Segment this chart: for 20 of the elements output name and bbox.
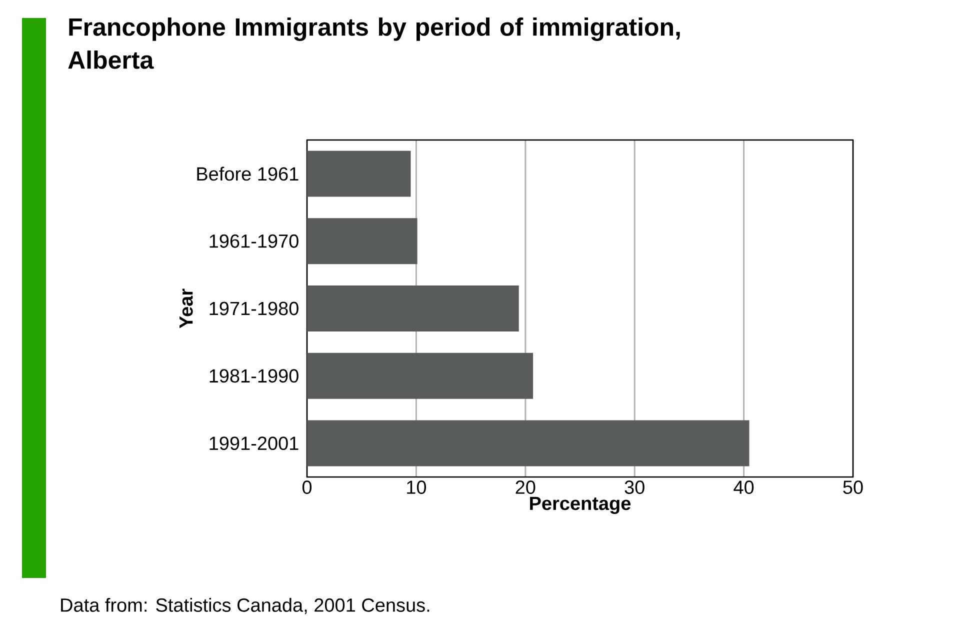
y-tick-label: 1971-1980 xyxy=(210,302,298,316)
x-tick-label: 0 xyxy=(302,480,312,494)
y-tick-label: 1961-1970 xyxy=(210,234,298,248)
x-tick-label: 20 xyxy=(516,480,536,494)
y-tick-label: 1991-2001 xyxy=(210,436,298,450)
bar xyxy=(307,286,519,332)
chart-title: Francophone Immigrants by period of immigration, Alberta xyxy=(68,18,680,69)
bar xyxy=(307,352,534,399)
x-tick-label: 30 xyxy=(624,480,644,494)
x-tick-label: 10 xyxy=(407,480,426,494)
x-axis-title: Percentage xyxy=(530,496,631,514)
text: Data from: Statistics Canada, 2001 Census. xyxy=(61,598,430,614)
bar xyxy=(307,420,750,466)
y-tick-label: 1981-1990 xyxy=(210,369,298,383)
bar xyxy=(307,150,411,197)
bar xyxy=(307,218,418,264)
x-tick-label: 40 xyxy=(734,480,754,494)
x-tick-label: 50 xyxy=(843,480,863,494)
y-axis-title: Year xyxy=(180,288,193,328)
y-tick-label: Before 1961 xyxy=(197,166,298,181)
